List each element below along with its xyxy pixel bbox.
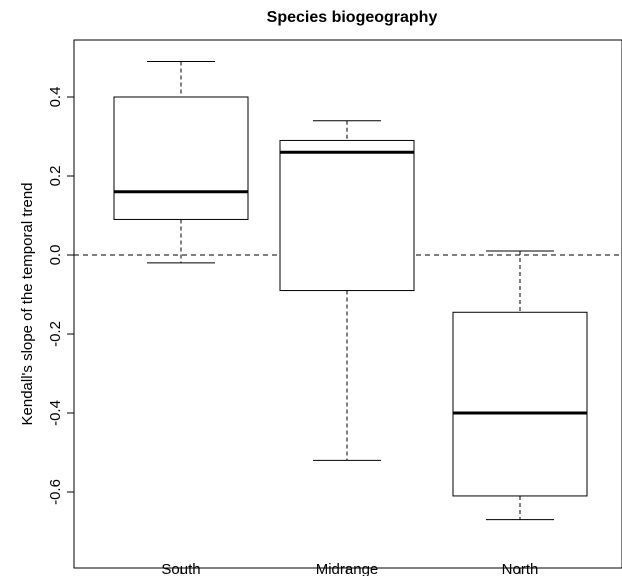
iqr-box-north [452,311,588,497]
boxes-group [113,60,588,521]
y-tick-label: 0.2 [47,166,64,187]
box-north [452,250,588,521]
y-axis-label: Kendall's slope of the temporal trend [19,182,36,425]
iqr-box-south [113,96,249,220]
x-tick-label-north: North [502,561,539,576]
x-tick-label-south: South [161,561,200,576]
x-axis-ticks: South Midrange North [161,561,538,576]
box-midrange [279,120,415,461]
y-tick-label: -0.4 [47,400,64,426]
y-tick-label: 0.0 [47,245,64,266]
x-tick-label-midrange: Midrange [316,561,379,576]
iqr-box-midrange [279,139,415,292]
box-south [113,60,249,264]
y-tick-label: 0.4 [47,87,64,108]
chart-title: Species biogeography [267,9,438,26]
y-tick-label: -0.2 [47,321,64,347]
y-axis-ticks: 0.4 0.2 0.0 -0.2 -0.4 -0.6 [47,87,74,505]
y-tick-label: -0.6 [47,479,64,505]
